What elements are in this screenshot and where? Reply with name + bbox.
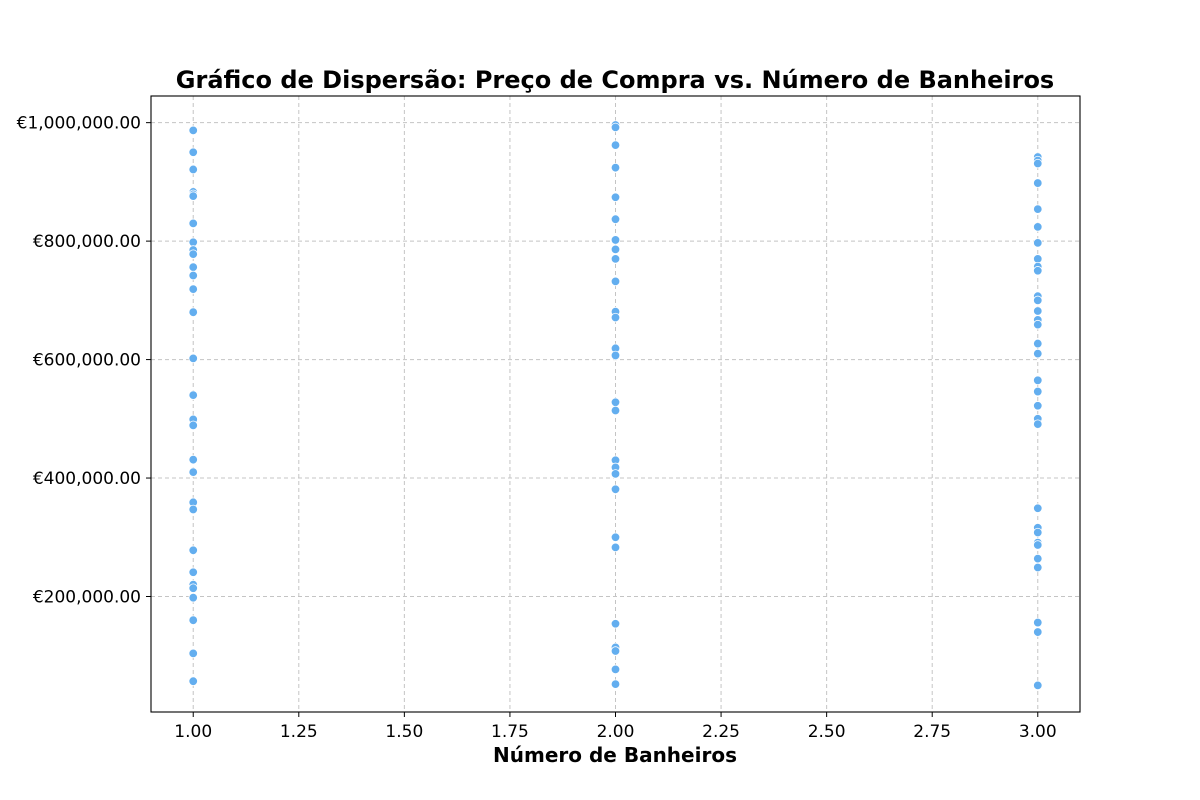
data-point [188,467,198,477]
data-point [1033,375,1043,386]
data-point [610,469,621,479]
data-point [188,390,198,400]
data-point [1033,562,1043,573]
data-point [188,583,198,593]
y-axis-ticks: €200,000.00 €400,000.00 €600,000.00 €800,00… [17,114,151,608]
data-point [1033,401,1043,411]
data-point [1033,680,1043,691]
y-tick-label: €800,000.00 [33,232,141,252]
x-tick-label: 2.75 [913,722,951,742]
x-tick-label: 2.25 [702,722,740,742]
data-point [1033,627,1043,637]
x-tick-label: 2.00 [597,722,635,742]
data-point [1033,266,1043,276]
data-point [188,545,198,556]
data-point [188,164,198,175]
data-point [188,307,198,317]
y-tick-label: €600,000.00 [33,351,141,371]
data-point [610,664,621,675]
data-point [1033,222,1043,232]
data-point [1033,338,1043,349]
data-point [188,191,198,201]
data-point [1033,386,1043,397]
data-point [610,619,621,629]
data-point [188,648,198,659]
data-point [1033,238,1043,248]
data-point [188,454,198,465]
data-point [188,676,198,686]
data-point [610,122,621,133]
data-point [188,249,198,259]
data-point [188,567,198,577]
data-point [1033,204,1043,214]
data-point [610,542,621,553]
data-point [1033,348,1043,359]
x-tick-label: 1.75 [491,722,529,742]
data-point [188,353,198,364]
chart-title: Gráfico de Dispersão: Preço de Compra vs… [176,66,1054,94]
data-point [610,532,621,542]
data-point [610,276,621,287]
data-point [188,125,198,136]
data-points [188,120,1043,691]
data-point [188,262,198,272]
data-point [610,350,621,361]
data-point [1033,540,1043,550]
data-point [1033,295,1043,306]
data-point [610,235,621,245]
data-point [188,420,198,431]
data-point [188,284,198,294]
x-axis-label: Número de Banheiros [493,743,737,767]
data-point [610,484,621,494]
data-point [1033,553,1043,564]
data-point [1033,306,1043,316]
data-point [1033,617,1043,628]
data-point [610,312,621,323]
x-tick-label: 2.50 [808,722,846,742]
y-tick-label: €1,000,000.00 [17,114,141,134]
data-point [610,397,621,407]
data-point [188,218,198,229]
data-point [1033,419,1043,429]
data-point [1033,158,1043,169]
data-point [188,504,198,515]
data-point [610,214,621,224]
data-point [188,270,198,281]
data-point [188,147,198,157]
data-point [1033,178,1043,188]
data-point [188,615,198,625]
data-point [610,405,621,416]
data-point [610,244,621,255]
x-axis-ticks: 1.00 1.25 1.50 1.75 2.00 2.25 2.50 2.75 3.00 [174,712,1057,742]
data-point [1033,527,1043,538]
x-tick-label: 1.25 [280,722,318,742]
x-tick-label: 3.00 [1019,722,1057,742]
data-point [610,162,621,173]
data-point [610,140,621,150]
data-point [610,192,621,202]
x-tick-label: 1.50 [385,722,423,742]
y-tick-label: €200,000.00 [33,588,141,608]
data-point [610,679,621,689]
data-point [188,592,198,603]
data-point [1033,319,1043,330]
data-point [610,254,621,264]
data-point [610,646,621,656]
y-tick-label: €400,000.00 [33,469,141,489]
x-tick-label: 1.00 [174,722,212,742]
data-point [1033,503,1043,513]
